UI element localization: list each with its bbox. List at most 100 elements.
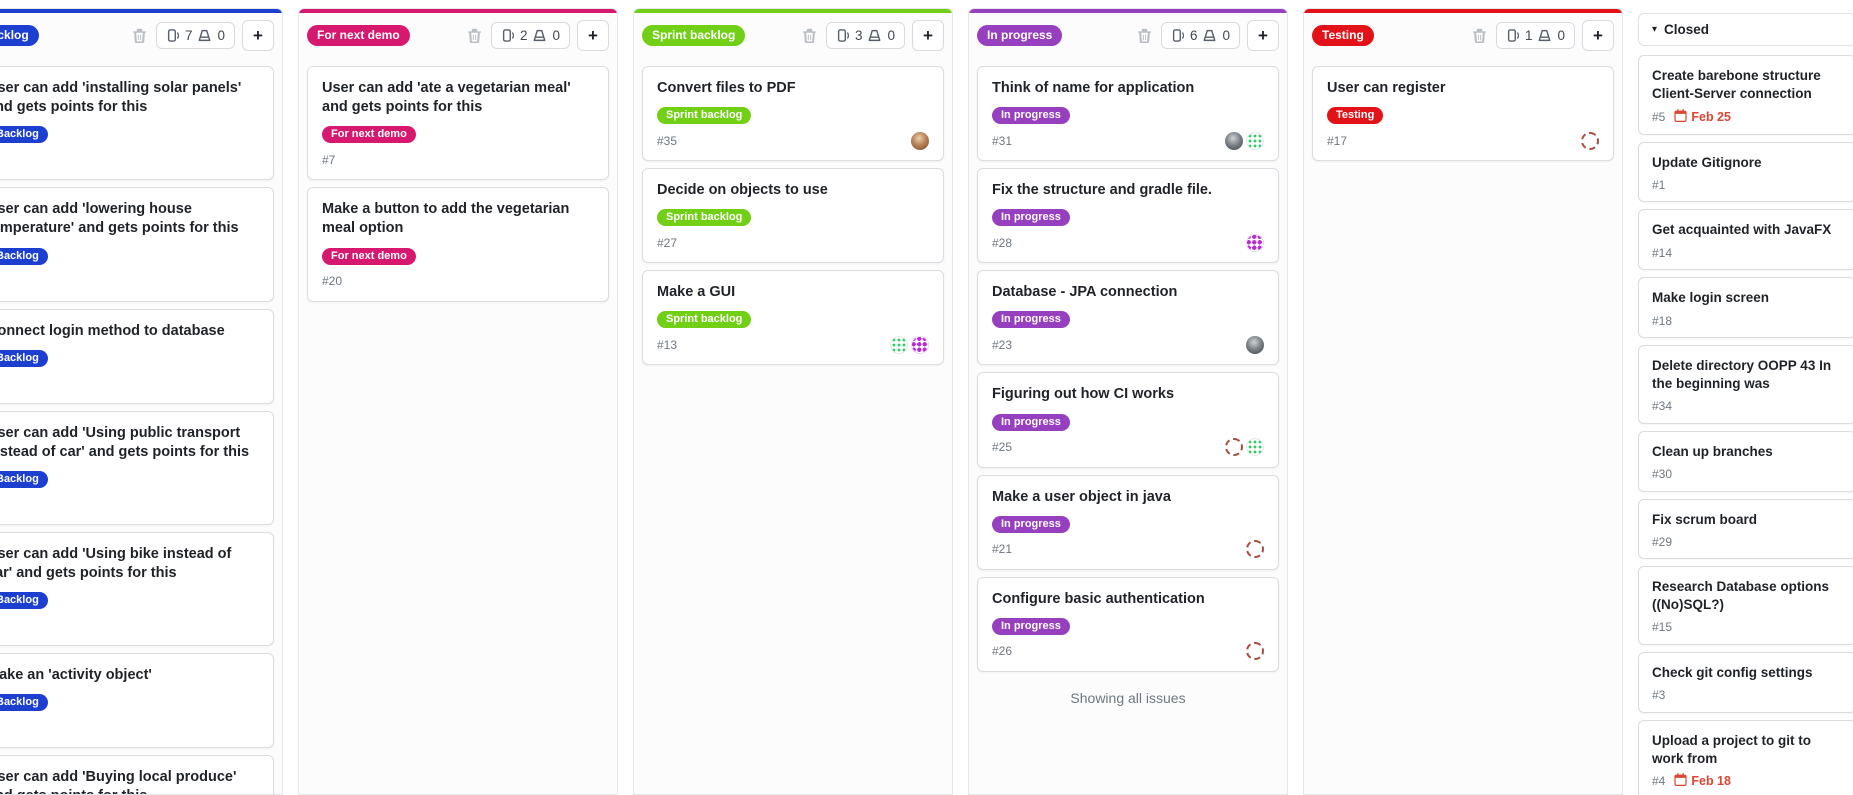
red-ring-avatar xyxy=(1246,642,1264,661)
add-card-button[interactable]: + xyxy=(242,20,274,51)
card-footer: #1 xyxy=(1652,177,1842,192)
trash-icon[interactable] xyxy=(800,26,819,46)
closed-issue-card[interactable]: Upload a project to git to work from #4 … xyxy=(1638,719,1853,795)
closed-issue-card[interactable]: Delete directory OOPP 43 In the beginnin… xyxy=(1638,345,1853,424)
card-title: Delete directory OOPP 43 In the beginnin… xyxy=(1652,358,1832,391)
issue-number: #17 xyxy=(1327,133,1348,148)
issue-card[interactable]: Think of name for application In progres… xyxy=(977,66,1279,162)
card-label: In progress xyxy=(992,311,1070,329)
issue-card[interactable]: Make a button to add the vegetarian meal… xyxy=(307,187,609,302)
column-cards: User can add 'ate a vegetarian meal' and… xyxy=(299,58,617,310)
calendar-icon xyxy=(1674,773,1687,789)
card-count: 3 xyxy=(854,28,863,43)
closed-issue-card[interactable]: Update Gitignore #1 xyxy=(1638,141,1853,203)
assignee-avatars xyxy=(1225,438,1264,456)
archived-count: 0 xyxy=(552,28,560,43)
card-title: Database - JPA connection xyxy=(992,284,1178,301)
column-color-bar xyxy=(0,9,282,13)
add-card-button[interactable]: + xyxy=(577,20,609,51)
issue-card[interactable]: Make a user object in java In progress #… xyxy=(977,474,1279,570)
issue-card[interactable]: Database - JPA connection In progress #2… xyxy=(977,270,1279,366)
issue-card[interactable]: Make a GUI Sprint backlog #13 xyxy=(642,270,944,366)
column-counts: 2 0 xyxy=(490,22,570,49)
issue-card[interactable]: Figuring out how CI works In progress #2… xyxy=(977,372,1279,468)
card-label-row: In progress xyxy=(992,514,1264,533)
trash-icon[interactable] xyxy=(465,26,484,46)
card-count-icon xyxy=(166,28,180,43)
assignee-avatars xyxy=(890,335,929,354)
closed-cards-list: Create barebone structure Client-Server … xyxy=(1638,55,1853,795)
issue-number: #28 xyxy=(992,235,1013,250)
issue-card[interactable]: Fix the structure and gradle file. In pr… xyxy=(977,168,1279,264)
archived-count: 0 xyxy=(1557,28,1565,43)
issue-card[interactable]: User can add 'Using bike instead of car'… xyxy=(0,531,274,647)
card-footer: #21 xyxy=(992,540,1264,559)
closed-issue-card[interactable]: Make login screen #18 xyxy=(1638,277,1853,339)
closed-issue-card[interactable]: Create barebone structure Client-Server … xyxy=(1638,55,1853,135)
board-column: In progress 6 0 + Think of name for appl… xyxy=(968,8,1288,795)
trash-icon[interactable] xyxy=(130,26,149,46)
archive-icon xyxy=(197,28,212,43)
closed-issue-card[interactable]: Research Database options ((No)SQL?) #15 xyxy=(1638,566,1853,645)
archived-count: 0 xyxy=(1222,28,1230,43)
red-ring-avatar xyxy=(1225,438,1243,456)
card-title: Upload a project to git to work from xyxy=(1652,732,1811,766)
column-header: Backlog 7 0 + xyxy=(0,13,282,58)
card-label: Backlog xyxy=(0,126,48,144)
due-date-text: Feb 25 xyxy=(1691,109,1731,124)
due-date-text: Feb 18 xyxy=(1691,774,1731,789)
issue-number: #7 xyxy=(322,152,336,167)
column-color-bar xyxy=(1304,9,1622,13)
issue-card[interactable]: Convert files to PDF Sprint backlog #35 xyxy=(642,66,944,162)
add-card-button[interactable]: + xyxy=(1247,20,1279,51)
card-label-row: Backlog xyxy=(0,124,259,144)
calendar-icon xyxy=(1674,108,1687,125)
card-count: 6 xyxy=(1189,28,1198,43)
archive-icon xyxy=(1537,28,1552,43)
assignee-avatars xyxy=(1246,335,1264,354)
issue-card[interactable]: User can add 'Using public transport ins… xyxy=(0,410,274,525)
card-title: Check git config settings xyxy=(1652,664,1813,680)
card-title: Make login screen xyxy=(1652,290,1770,306)
card-footer: #15 xyxy=(1652,620,1842,635)
issue-number: #4 xyxy=(1652,774,1666,789)
card-title: Decide on objects to use xyxy=(657,182,828,199)
issue-card[interactable]: User can add 'lowering house temperature… xyxy=(0,187,274,302)
issue-card[interactable]: User can add 'Buying local produce' and … xyxy=(0,755,274,794)
trash-icon[interactable] xyxy=(1470,26,1489,46)
closed-issue-card[interactable]: Fix scrum board #29 xyxy=(1638,498,1853,560)
add-card-button[interactable]: + xyxy=(912,20,944,51)
trash-icon[interactable] xyxy=(1135,26,1154,46)
issue-number: #20 xyxy=(322,274,343,288)
assignee-avatars xyxy=(1581,131,1599,150)
closed-section-toggle[interactable]: ▾ Closed xyxy=(1638,13,1853,46)
card-count-icon xyxy=(1506,28,1520,43)
card-label-row: Backlog xyxy=(0,246,259,265)
closed-issue-card[interactable]: Check git config settings #3 xyxy=(1638,651,1853,713)
card-title: Make a button to add the vegetarian meal… xyxy=(322,201,570,237)
add-card-button[interactable]: + xyxy=(1582,20,1614,51)
issue-card[interactable]: Connect login method to database Backlog xyxy=(0,308,274,404)
red-ring-avatar xyxy=(1581,131,1599,150)
issue-card[interactable]: User can register Testing #17 xyxy=(1312,66,1614,162)
column-counts: 7 0 xyxy=(155,22,235,49)
issue-card[interactable]: Make an 'activity object' Backlog xyxy=(0,653,274,749)
closed-issue-card[interactable]: Clean up branches #30 xyxy=(1638,430,1853,492)
issue-number: #15 xyxy=(1652,620,1673,635)
card-label-row: In progress xyxy=(992,309,1264,329)
card-title: Connect login method to database xyxy=(0,322,225,339)
board-column: Testing 1 0 + User can register Testing xyxy=(1303,8,1623,795)
closed-issue-card[interactable]: Get acquainted with JavaFX #14 xyxy=(1638,209,1853,271)
issue-card[interactable]: User can add 'ate a vegetarian meal' and… xyxy=(307,66,609,181)
due-date: Feb 25 xyxy=(1674,108,1731,125)
issue-card[interactable]: Configure basic authentication In progre… xyxy=(977,576,1279,672)
card-label-row: For next demo xyxy=(322,246,594,265)
card-label: For next demo xyxy=(322,126,416,144)
photo-dark-avatar xyxy=(1225,131,1243,150)
issue-card[interactable]: Decide on objects to use Sprint backlog … xyxy=(642,168,944,264)
card-title: Fix the structure and gradle file. xyxy=(992,182,1212,199)
board-column: For next demo 2 0 + User can add 'ate a … xyxy=(298,8,618,795)
issue-number: #35 xyxy=(657,133,678,148)
issue-card[interactable]: User can add 'installing solar panels' a… xyxy=(0,66,274,181)
